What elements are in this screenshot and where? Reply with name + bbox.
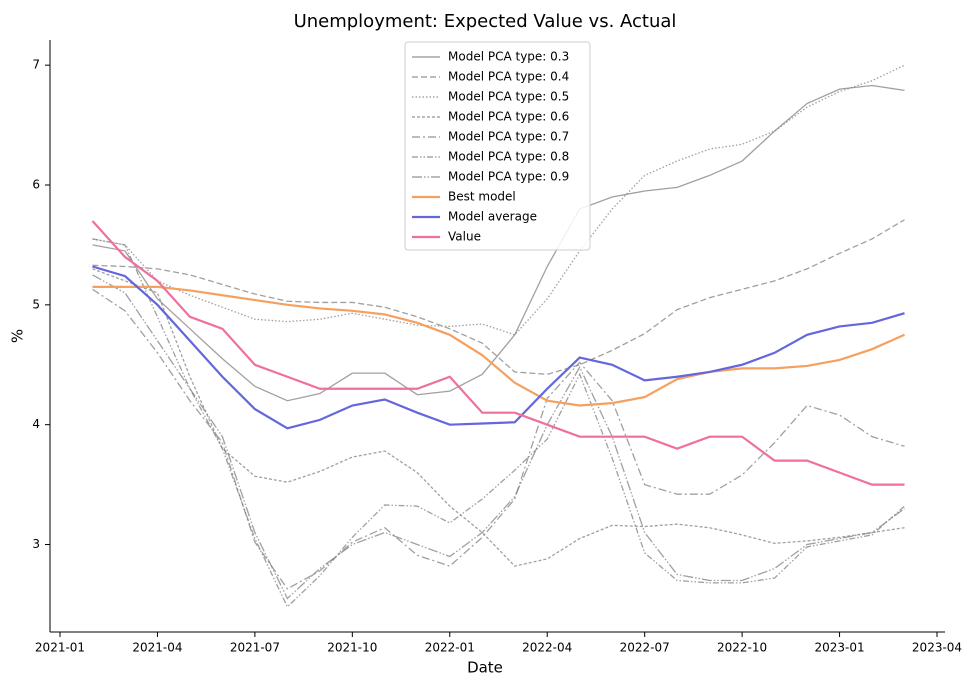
x-tick-label: 2023-04 bbox=[912, 641, 962, 655]
chart-title: Unemployment: Expected Value vs. Actual bbox=[294, 11, 677, 32]
y-tick-label: 4 bbox=[32, 417, 40, 431]
series-line bbox=[92, 265, 905, 430]
legend-label: Best model bbox=[448, 190, 516, 204]
series-line bbox=[92, 64, 905, 336]
x-tick-label: 2022-04 bbox=[522, 641, 572, 655]
series-line bbox=[92, 285, 905, 407]
legend-label: Model PCA type: 0.4 bbox=[448, 70, 569, 84]
x-tick-label: 2021-04 bbox=[132, 641, 182, 655]
x-tick-label: 2023-01 bbox=[814, 641, 864, 655]
y-tick-label: 3 bbox=[32, 537, 40, 551]
x-axis-label: Date bbox=[467, 659, 503, 677]
y-tick-label: 6 bbox=[32, 178, 40, 192]
legend-label: Model PCA type: 0.9 bbox=[448, 170, 569, 184]
legend-label: Model PCA type: 0.6 bbox=[448, 110, 569, 124]
y-tick-label: 5 bbox=[32, 297, 40, 311]
series-line bbox=[92, 219, 905, 376]
y-axis-label: % bbox=[9, 329, 27, 343]
legend-label: Model PCA type: 0.7 bbox=[448, 130, 569, 144]
series-line bbox=[92, 288, 905, 590]
series-line bbox=[92, 274, 905, 600]
x-tick-label: 2022-10 bbox=[717, 641, 767, 655]
legend-label: Model PCA type: 0.5 bbox=[448, 90, 569, 104]
series-line bbox=[91, 220, 905, 486]
x-tick-label: 2021-07 bbox=[230, 641, 280, 655]
legend-label: Model PCA type: 0.8 bbox=[448, 150, 569, 164]
x-tick-label: 2022-01 bbox=[425, 641, 475, 655]
series-line bbox=[92, 84, 905, 402]
series-line bbox=[92, 238, 905, 608]
y-tick-label: 7 bbox=[32, 58, 40, 72]
series-line bbox=[92, 268, 905, 567]
legend-label: Model average bbox=[448, 210, 537, 224]
x-tick-label: 2021-10 bbox=[327, 641, 377, 655]
legend-label: Value bbox=[448, 230, 481, 244]
legend-label: Model PCA type: 0.3 bbox=[448, 50, 569, 64]
legend-box bbox=[404, 41, 591, 251]
x-tick-label: 2021-01 bbox=[35, 641, 85, 655]
x-tick-label: 2022-07 bbox=[620, 641, 670, 655]
